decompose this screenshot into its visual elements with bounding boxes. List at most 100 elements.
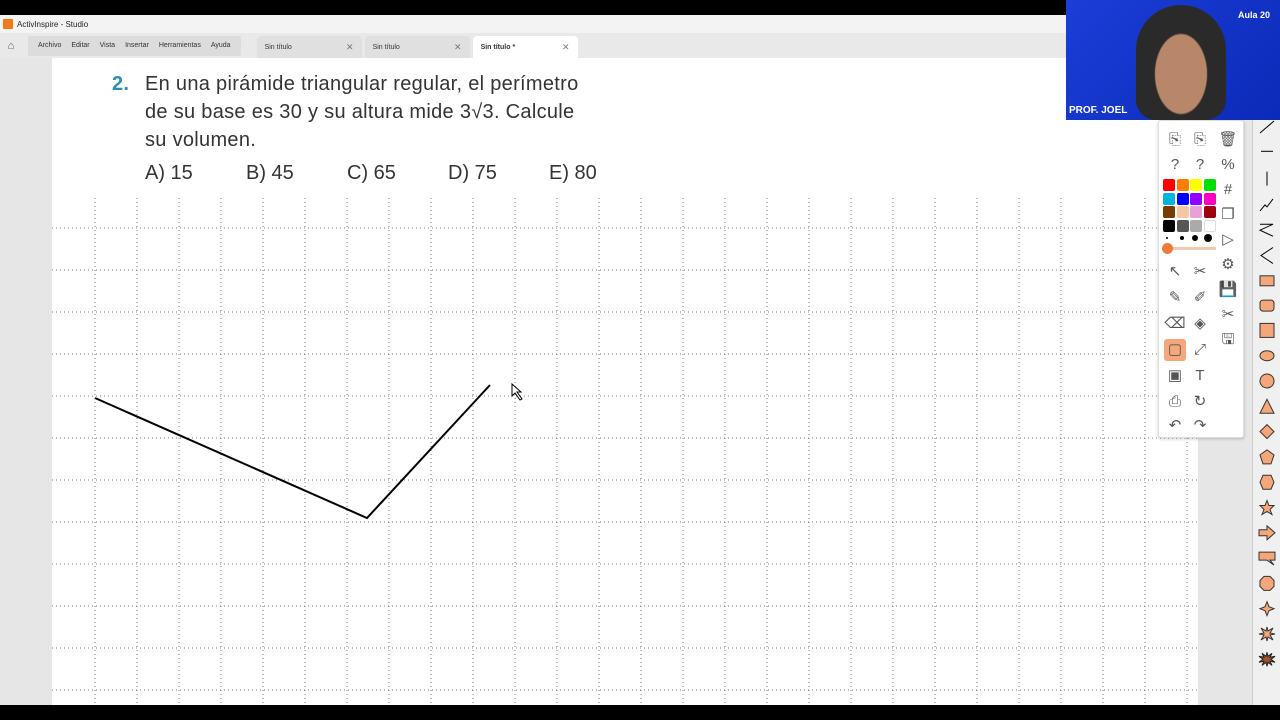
drawing-layer xyxy=(94,382,523,520)
notes-icon[interactable]: ? xyxy=(1195,156,1205,173)
duplicate-icon[interactable]: ❐ xyxy=(1221,206,1235,223)
color-swatch[interactable] xyxy=(1203,192,1216,205)
previous-page-icon[interactable]: ⎘ xyxy=(1168,131,1181,148)
color-swatch[interactable] xyxy=(1203,179,1216,191)
circle-shape-icon[interactable] xyxy=(1259,373,1275,389)
rectangle-shape-icon[interactable] xyxy=(1259,275,1275,287)
presentation-icon[interactable]: ▷ xyxy=(1222,231,1234,248)
workspace: 2. En una pirámide triangular regular, e… xyxy=(0,58,1280,705)
save-icon[interactable]: 🖫 xyxy=(1221,331,1235,348)
tab-document-2[interactable]: Sin título ✕ xyxy=(364,36,470,58)
menu-vista[interactable]: Vista xyxy=(99,42,116,49)
menu-archivo[interactable]: Archivo xyxy=(38,42,62,49)
delete-icon[interactable]: 🗑 xyxy=(1218,131,1238,148)
fill-icon[interactable]: ◈ xyxy=(1194,315,1206,332)
close-icon[interactable]: ✕ xyxy=(454,41,462,52)
hexagon-shape-icon[interactable] xyxy=(1259,474,1275,490)
tab-label: Sin título xyxy=(372,43,400,51)
menu-editar[interactable]: Editar xyxy=(71,42,90,49)
menu-ayuda[interactable]: Ayuda xyxy=(210,42,231,49)
pen-size-dot[interactable] xyxy=(1204,234,1212,242)
page-reset-icon[interactable]: ⎙ xyxy=(1168,393,1181,410)
pen-size-dot[interactable] xyxy=(1192,235,1198,241)
close-icon[interactable]: ✕ xyxy=(562,41,570,52)
home-icon[interactable]: ⌂ xyxy=(7,39,15,52)
shapes-toolbar xyxy=(1252,115,1280,705)
color-swatch[interactable] xyxy=(1176,179,1189,191)
close-icon[interactable]: ✕ xyxy=(346,41,354,52)
clear-icon[interactable]: % xyxy=(1221,156,1235,173)
flipchart-canvas[interactable]: 2. En una pirámide triangular regular, e… xyxy=(52,58,1198,705)
rounded-rectangle-shape-icon[interactable] xyxy=(1259,299,1275,312)
tab-document-1[interactable]: Sin título ✕ xyxy=(256,36,362,58)
grid-icon[interactable]: # xyxy=(1223,181,1233,198)
color-swatch[interactable] xyxy=(1176,219,1189,232)
redo-icon[interactable]: ↷ xyxy=(1193,417,1207,434)
webcam-overlay: Aula 20 PROF. JOEL xyxy=(1066,0,1280,120)
pen-size-dot[interactable] xyxy=(1166,237,1168,239)
page-notes-icon[interactable]: ? xyxy=(1170,156,1180,173)
color-swatch[interactable] xyxy=(1176,192,1189,205)
screen-tools-icon[interactable]: ⚙ xyxy=(1221,256,1235,273)
arrow-shape-icon[interactable] xyxy=(1258,524,1276,541)
insert-image-icon[interactable]: ▣ xyxy=(1167,367,1183,384)
callout-shape-icon[interactable] xyxy=(1258,551,1276,566)
dotted-grid xyxy=(52,198,1198,705)
triangle-shape-icon[interactable] xyxy=(1259,398,1275,414)
menu-insertar[interactable]: Insertar xyxy=(125,42,149,49)
highlighter-icon[interactable]: ✐ xyxy=(1193,289,1207,306)
pen-width-slider[interactable] xyxy=(1162,243,1216,254)
square-shape-icon[interactable] xyxy=(1259,322,1275,338)
color-swatch[interactable] xyxy=(1190,206,1202,218)
presenter-name: PROF. JOEL xyxy=(1069,105,1128,116)
answer-options: A) 15 B) 45 C) 65 D) 75 E) 80 xyxy=(145,162,650,185)
tools-icon[interactable]: ✂ xyxy=(1193,263,1207,280)
color-swatch[interactable] xyxy=(1203,206,1216,218)
starburst-shape-icon[interactable] xyxy=(1258,652,1276,667)
undo-icon[interactable]: ↶ xyxy=(1168,417,1182,434)
option-b: B) 45 xyxy=(246,162,294,184)
diamond-shape-icon[interactable] xyxy=(1259,423,1275,440)
four-point-star-shape-icon[interactable] xyxy=(1258,600,1276,618)
menu-bar: ⌂ Archivo Editar Vista Insertar Herramie… xyxy=(0,33,1066,58)
connector-icon[interactable]: ⤢ xyxy=(1193,341,1206,358)
text-icon[interactable]: T xyxy=(1195,367,1205,384)
app-logo-icon xyxy=(3,19,13,29)
line-shape-icon[interactable] xyxy=(1259,120,1275,134)
next-page-icon[interactable]: ⎘ xyxy=(1193,131,1206,148)
save-as-icon[interactable]: 💾 xyxy=(1218,281,1238,298)
color-swatch[interactable] xyxy=(1176,206,1189,218)
select-icon[interactable]: ↖ xyxy=(1168,263,1182,280)
star-shape-icon[interactable] xyxy=(1258,499,1276,516)
pentagon-shape-icon[interactable] xyxy=(1259,449,1275,465)
burst-shape-icon[interactable] xyxy=(1258,626,1276,642)
color-swatch[interactable] xyxy=(1163,192,1175,205)
tab-document-3[interactable]: Sin título * ✕ xyxy=(472,36,578,58)
zigzag-shape-icon[interactable] xyxy=(1258,223,1274,237)
ellipse-shape-icon[interactable] xyxy=(1259,350,1275,362)
option-a: A) 15 xyxy=(145,162,193,184)
menu-herramientas[interactable]: Herramientas xyxy=(158,42,201,49)
chevron-shape-icon[interactable] xyxy=(1260,247,1274,264)
eraser-icon[interactable]: ⌫ xyxy=(1164,315,1186,332)
octagon-shape-icon[interactable] xyxy=(1259,575,1275,591)
main-toolbox: ⎘ ⎘?? ↖ ✂ ✎ ✐ ⌫ ◈ ▢ ⤢ ▣ T ⎙ ↻ ↶ ↷ 🗑% # ❐ ▷ ⚙ 💾 ✂ 🖫 xyxy=(1158,120,1244,438)
cut-icon[interactable]: ✂ xyxy=(1221,306,1235,323)
slider-handle[interactable] xyxy=(1162,243,1173,254)
page-refresh-icon[interactable]: ↻ xyxy=(1193,393,1207,410)
color-swatch[interactable] xyxy=(1163,219,1175,232)
color-swatch[interactable] xyxy=(1190,219,1202,232)
freehand-shape-icon[interactable] xyxy=(1259,198,1274,212)
tab-label: Sin título * xyxy=(480,43,516,51)
pen-icon[interactable]: ✎ xyxy=(1168,289,1182,306)
question-line: En una pirámide triangular regular, el p… xyxy=(145,73,579,95)
color-swatch[interactable] xyxy=(1203,219,1216,232)
tab-label: Sin título xyxy=(264,43,292,51)
color-swatch[interactable] xyxy=(1190,192,1202,205)
color-swatch[interactable] xyxy=(1163,206,1175,218)
color-swatch[interactable] xyxy=(1163,179,1175,191)
shape-tool-icon[interactable]: ▢ xyxy=(1164,339,1186,361)
window-title: ActivInspire - Studio xyxy=(17,19,89,29)
pen-size-dot[interactable] xyxy=(1180,236,1184,240)
color-swatch[interactable] xyxy=(1190,179,1202,191)
